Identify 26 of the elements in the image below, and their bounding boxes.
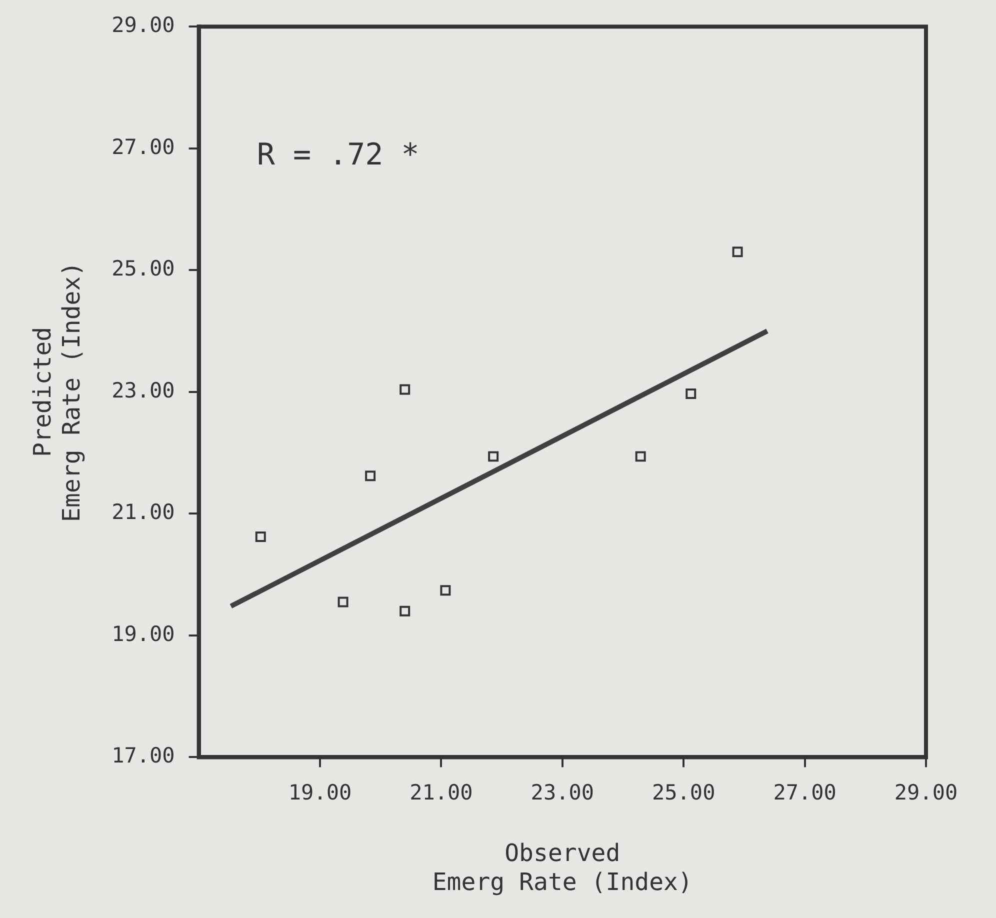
y-tick-label: 19.00 [112, 622, 175, 646]
x-tick-label: 29.00 [894, 780, 958, 804]
y-tick-label: 21.00 [112, 500, 175, 524]
point [400, 384, 410, 395]
x-tick-label: 25.00 [652, 780, 716, 804]
x-tick-label: 23.00 [530, 780, 594, 804]
point [400, 606, 410, 616]
point [440, 585, 451, 596]
y-tick-label: 29.00 [112, 13, 175, 38]
x-axis-title: Observed Emerg Rate (Index) [432, 839, 692, 896]
x-tick-label: 21.00 [410, 780, 473, 804]
point [732, 246, 743, 258]
y-tick-label: 17.00 [112, 744, 175, 768]
point [255, 532, 266, 542]
point [686, 388, 696, 399]
point [338, 596, 348, 608]
y-axis-title: Predicted Emerg Rate (Index) [28, 262, 86, 522]
y-tick-label: 23.00 [112, 378, 175, 402]
point [365, 470, 376, 482]
annotation: R = .72 * [256, 137, 420, 172]
y-tick-label: 27.00 [112, 134, 175, 159]
point [635, 451, 646, 462]
y-tick-label: 25.00 [112, 256, 175, 281]
point [488, 451, 499, 462]
x-tick-label: 27.00 [773, 780, 836, 804]
x-tick-label: 19.00 [288, 780, 352, 804]
